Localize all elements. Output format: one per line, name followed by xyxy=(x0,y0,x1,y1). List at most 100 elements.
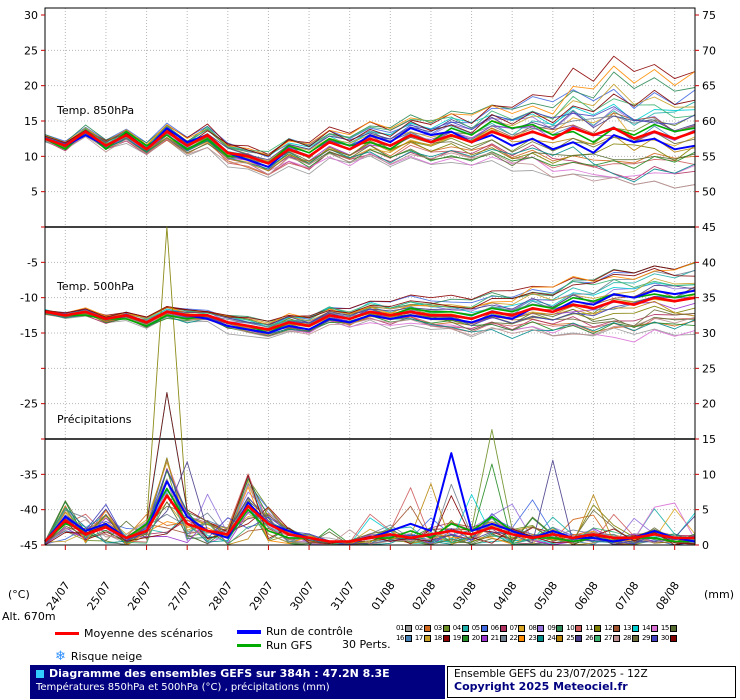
pert-swatch: 01 xyxy=(396,624,412,632)
pert-swatch: 15 xyxy=(661,624,677,632)
svg-text:20: 20 xyxy=(24,80,38,93)
svg-text:65: 65 xyxy=(702,80,716,93)
meteociel-icon xyxy=(36,669,44,678)
pert-swatch: 19 xyxy=(453,634,469,642)
pert-swatch: 21 xyxy=(491,634,507,642)
pert-swatch: 17 xyxy=(415,634,431,642)
pert-swatch: 29 xyxy=(642,634,658,642)
svg-text:28/07: 28/07 xyxy=(206,579,235,612)
svg-text:25: 25 xyxy=(702,362,716,375)
svg-text:30: 30 xyxy=(24,9,38,22)
pert-swatch: 05 xyxy=(472,624,488,632)
svg-text:-40: -40 xyxy=(20,504,38,517)
pert-swatch: 23 xyxy=(528,634,545,642)
svg-text:25/07: 25/07 xyxy=(85,579,114,612)
svg-text:0: 0 xyxy=(702,539,709,552)
svg-text:-10: -10 xyxy=(20,292,38,305)
legend-item-gfs: Run GFS xyxy=(237,639,312,652)
pert-swatch: 26 xyxy=(585,634,602,642)
svg-text:27/07: 27/07 xyxy=(166,579,195,612)
svg-text:05/08: 05/08 xyxy=(531,579,560,612)
svg-text:30/07: 30/07 xyxy=(288,579,317,612)
footer-run-box: Ensemble GEFS du 23/07/2025 - 12Z Copyri… xyxy=(447,666,736,698)
pert-swatch: 09 xyxy=(547,624,564,632)
perts-grid: 01 02 03 04 05 06 07 08 09 10 11 12 13 14 15 16 17 18 19 2… xyxy=(396,623,698,643)
svg-text:04/08: 04/08 xyxy=(491,579,520,612)
gfs-label: Run GFS xyxy=(266,639,313,652)
pert-swatch: 16 xyxy=(396,634,412,642)
svg-text:15: 15 xyxy=(702,433,716,446)
copyright: Copyright 2025 Meteociel.fr xyxy=(454,680,628,693)
svg-text:5: 5 xyxy=(31,186,38,199)
svg-text:08/08: 08/08 xyxy=(653,579,682,612)
svg-text:24/07: 24/07 xyxy=(44,579,73,612)
svg-text:06/08: 06/08 xyxy=(572,579,601,612)
perts-label: 30 Perts. xyxy=(342,638,391,651)
svg-text:30: 30 xyxy=(702,327,716,340)
control-line-sample xyxy=(237,629,261,634)
svg-text:03/08: 03/08 xyxy=(450,579,479,612)
svg-text:35: 35 xyxy=(702,292,716,305)
svg-text:Temp. 500hPa: Temp. 500hPa xyxy=(56,280,134,293)
svg-text:45: 45 xyxy=(702,221,716,234)
svg-text:29/07: 29/07 xyxy=(247,579,276,612)
pert-swatch: 08 xyxy=(528,624,545,632)
pert-swatch: 06 xyxy=(491,624,507,632)
svg-text:Alt. 670m: Alt. 670m xyxy=(2,610,56,622)
pert-swatch: 18 xyxy=(434,634,450,642)
svg-text:10: 10 xyxy=(702,468,716,481)
svg-text:Temp. 850hPa: Temp. 850hPa xyxy=(56,104,134,117)
legend-item-snow: ❄ Risque neige xyxy=(55,648,143,664)
pert-swatch: 12 xyxy=(604,624,621,632)
svg-text:(mm): (mm) xyxy=(704,588,734,601)
diagram-title: Diagramme des ensembles GEFS sur 384h : … xyxy=(49,667,390,680)
mean-label: Moyenne des scénarios xyxy=(84,627,213,640)
pert-swatch: 24 xyxy=(547,634,564,642)
svg-text:-5: -5 xyxy=(27,256,38,269)
pert-swatch: 02 xyxy=(415,624,431,632)
control-label: Run de contrôle xyxy=(266,625,353,638)
svg-text:07/08: 07/08 xyxy=(613,579,642,612)
svg-text:70: 70 xyxy=(702,44,716,57)
svg-text:-35: -35 xyxy=(20,468,38,481)
svg-text:40: 40 xyxy=(702,256,716,269)
svg-text:15: 15 xyxy=(24,115,38,128)
snow-label: Risque neige xyxy=(70,650,143,663)
pert-swatch: 28 xyxy=(623,634,639,642)
svg-text:60: 60 xyxy=(702,115,716,128)
pert-swatch: 30 xyxy=(661,634,677,642)
pert-swatch: 04 xyxy=(453,624,469,632)
svg-text:5: 5 xyxy=(702,504,709,517)
svg-text:20: 20 xyxy=(702,398,716,411)
svg-text:26/07: 26/07 xyxy=(125,579,154,612)
svg-text:25: 25 xyxy=(24,44,38,57)
pert-swatch: 14 xyxy=(642,624,658,632)
pert-swatch: 27 xyxy=(604,634,621,642)
svg-text:55: 55 xyxy=(702,150,716,163)
legend-item-control: Run de contrôle xyxy=(237,625,353,638)
pert-swatch: 22 xyxy=(510,634,526,642)
diagram-subtitle: Températures 850hPa et 500hPa (°C) , pré… xyxy=(36,682,330,693)
pert-swatch: 10 xyxy=(566,624,583,632)
mean-line-sample xyxy=(55,632,79,635)
footer-title-bar: Diagramme des ensembles GEFS sur 384h : … xyxy=(30,665,445,699)
legend-item-mean: Moyenne des scénarios xyxy=(55,627,213,640)
svg-text:Précipitations: Précipitations xyxy=(57,413,132,426)
perts-row-1: 01 02 03 04 05 06 07 08 09 10 11 12 13 14 15 xyxy=(396,623,698,633)
snowflake-icon: ❄ xyxy=(55,648,66,664)
svg-text:02/08: 02/08 xyxy=(410,579,439,612)
perts-row-2: 16 17 18 19 20 21 22 23 24 25 26 27 28 29 30 xyxy=(396,633,698,643)
svg-text:-45: -45 xyxy=(20,539,38,552)
pert-swatch: 25 xyxy=(566,634,583,642)
pert-swatch: 07 xyxy=(510,624,526,632)
svg-text:75: 75 xyxy=(702,9,716,22)
svg-text:-15: -15 xyxy=(20,327,38,340)
gfs-line-sample xyxy=(237,644,261,647)
svg-text:10: 10 xyxy=(24,150,38,163)
svg-text:01/08: 01/08 xyxy=(369,579,398,612)
pert-swatch: 03 xyxy=(434,624,450,632)
pert-swatch: 11 xyxy=(585,624,602,632)
pert-swatch: 13 xyxy=(623,624,639,632)
